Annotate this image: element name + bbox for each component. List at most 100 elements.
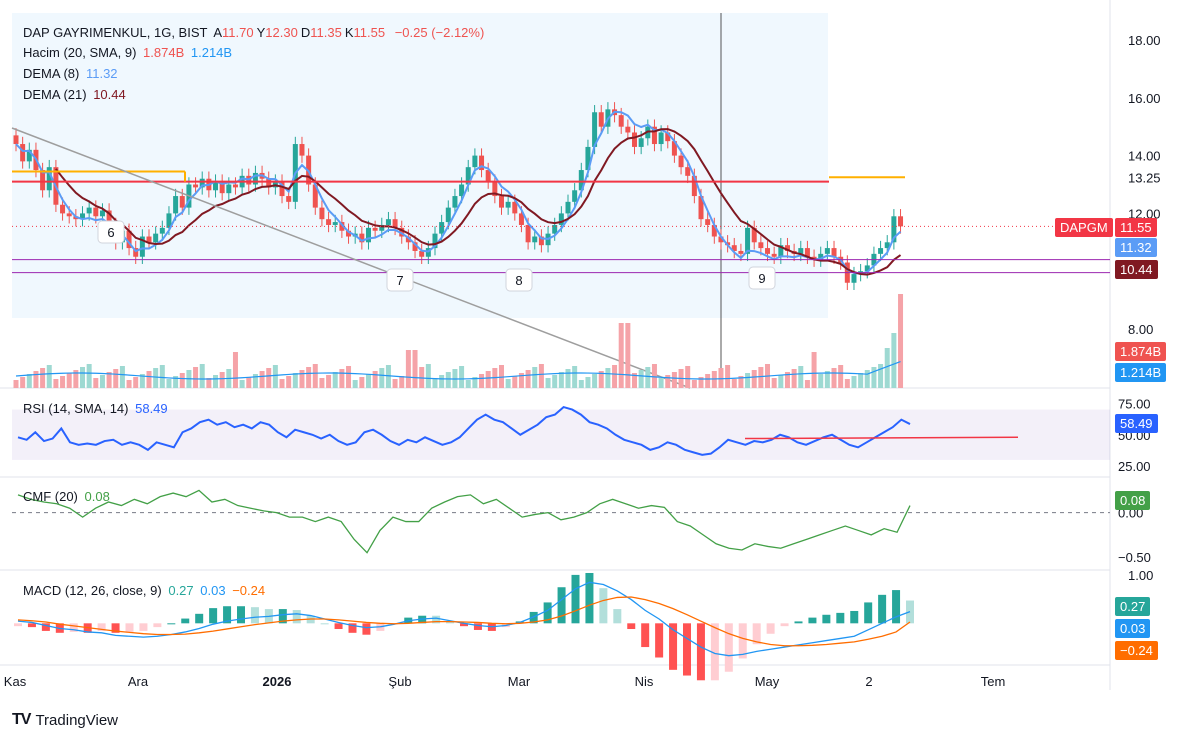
volume-bar [399, 376, 405, 388]
volume-sma-tag: 1.214B [1115, 363, 1167, 382]
volume-bar [159, 365, 165, 388]
volume-tag: 1.874B [1115, 342, 1167, 361]
volume-bar [99, 375, 105, 388]
candle-body [878, 248, 884, 254]
volume-bar [332, 372, 338, 388]
candle-body [365, 227, 371, 243]
macd-histogram-bar [724, 623, 733, 672]
time-tick-label: Mar [508, 674, 531, 689]
candle-body [731, 245, 737, 251]
macd-histogram-bar [892, 590, 901, 624]
volume-bar [232, 352, 238, 388]
dema8-tag: 11.32 [1115, 238, 1157, 257]
time-tick-label: Tem [981, 674, 1006, 689]
volume-bar [219, 372, 225, 388]
tradingview-logo-icon: TV [12, 711, 31, 728]
macd-histogram-bar [655, 623, 664, 658]
macd-histogram-bar [250, 607, 259, 624]
volume-bar [572, 366, 578, 388]
macd-histogram-bar [710, 623, 719, 681]
candle-body [538, 236, 544, 246]
signal-tag: 0.03 [1115, 619, 1151, 638]
time-tick-label: Kas [4, 674, 27, 689]
volume-bar [598, 371, 604, 388]
candle-body [359, 233, 365, 243]
candle-body [133, 248, 139, 257]
volume-bar [40, 368, 46, 388]
volume-bar [472, 377, 478, 388]
volume-bar [698, 377, 704, 388]
macd-histogram-bar [864, 602, 873, 624]
candle-body [851, 274, 857, 283]
candle-body [385, 219, 391, 225]
candle-body [299, 144, 305, 156]
candle-body [864, 265, 870, 272]
candle-body [159, 227, 165, 234]
candle-body [578, 170, 584, 191]
candle-body [798, 248, 804, 254]
volume-bar [339, 369, 345, 388]
volume-bar [479, 374, 485, 388]
volume-bar [518, 373, 524, 388]
volume-bar [66, 373, 72, 388]
wave-marker-label: 8 [515, 273, 522, 288]
volume-bar [691, 380, 697, 388]
volume-bar [771, 378, 777, 388]
candle-body [279, 181, 285, 197]
wave-marker-box [97, 220, 125, 244]
tradingview-brand[interactable]: TV TradingView [12, 711, 118, 729]
volume-sma-value: 1.214B [190, 45, 233, 60]
candle-body [738, 250, 744, 254]
cmf-legend: CMF (20) 0.08 [23, 489, 113, 505]
volume-bar [838, 365, 844, 388]
candle-body [565, 201, 571, 214]
volume-bar [26, 374, 32, 388]
volume-legend: Hacim (20, SMA, 9) 1.874B 1.214B [23, 45, 235, 61]
candle-body [765, 248, 771, 254]
candle-body [286, 196, 292, 202]
rsi-tag: 58.49 [1115, 414, 1158, 433]
candle-body [46, 167, 52, 191]
time-tick-label: Ara [128, 674, 149, 689]
volume-bar [199, 364, 205, 388]
macd-histogram-bar [69, 623, 78, 632]
rsi-line [17, 405, 911, 456]
candle-body [412, 242, 418, 251]
candle-body [252, 172, 258, 185]
macd-histogram-bar [320, 623, 329, 625]
volume-bar [585, 377, 591, 388]
macd-histogram-bar [766, 623, 775, 634]
macd-histogram-bar [557, 587, 566, 624]
macd-histogram-bar [641, 623, 650, 648]
macd-histogram-bar [362, 623, 371, 635]
volume-bar [811, 352, 817, 388]
volume-bar [891, 333, 897, 388]
candle-body [452, 196, 458, 208]
volume-bar [46, 365, 52, 388]
candle-body [86, 207, 92, 214]
ohlc-value-A: 11.70 [222, 25, 254, 40]
volume-bar [346, 366, 352, 388]
candle-body [346, 230, 352, 237]
volume-bar [578, 380, 584, 388]
volume-bar [705, 374, 711, 388]
macd-histogram-bar [278, 609, 287, 624]
macd-histogram-bar [850, 610, 859, 624]
candle-body [532, 236, 538, 243]
volume-bar [93, 378, 99, 388]
volume-bar [505, 379, 511, 388]
macd-histogram-bar [473, 623, 482, 630]
candle-body [219, 181, 225, 194]
candle-body [479, 155, 485, 171]
macd-histogram-bar [627, 623, 636, 630]
volume-bar [465, 380, 471, 388]
candle-body [505, 201, 511, 208]
candle-body [379, 224, 385, 231]
price-change: −0.25 (−2.12%) [394, 25, 485, 40]
candle-body [439, 222, 445, 234]
macd-histogram-bar [613, 609, 622, 624]
macd-histogram-bar [669, 623, 678, 670]
volume-bar [33, 371, 39, 388]
volume-bar [319, 378, 325, 388]
